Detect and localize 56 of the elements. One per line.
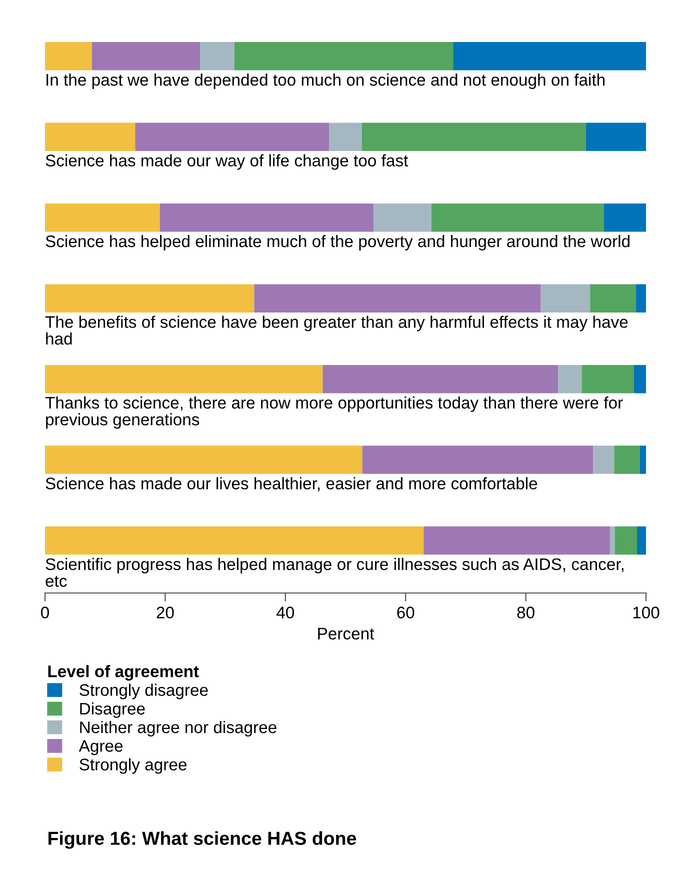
x-axis-title: Percent bbox=[318, 628, 374, 640]
bar bbox=[586, 122, 646, 152]
bar bbox=[45, 42, 92, 70]
bar bbox=[329, 122, 362, 152]
bar bbox=[200, 42, 234, 70]
bar bbox=[45, 364, 323, 394]
bar bbox=[45, 526, 424, 555]
bar bbox=[135, 122, 330, 152]
y-tick-label: Scientific progress has helped manage or cure illnesses such as AIDS, cancer, etc bbox=[46, 558, 624, 587]
legend-title: Level of agreement bbox=[48, 665, 199, 681]
x-tick-label: 60 bbox=[397, 606, 414, 618]
y-tick-label: Science has made our way of life change too fast bbox=[46, 154, 408, 170]
bar bbox=[45, 122, 136, 152]
bar bbox=[45, 446, 362, 474]
bar bbox=[374, 203, 432, 232]
bar bbox=[322, 364, 558, 394]
y-tick-label: Science has made our lives healthier, easier and more comfortable bbox=[46, 477, 538, 492]
bar bbox=[45, 284, 254, 312]
bar bbox=[614, 526, 637, 555]
bar bbox=[636, 284, 646, 312]
bar bbox=[640, 446, 646, 474]
legend-label: Strongly disagree bbox=[80, 684, 208, 700]
legend-label: Strongly agree bbox=[80, 758, 186, 774]
bar bbox=[362, 122, 586, 152]
bar bbox=[604, 203, 646, 232]
bar bbox=[160, 203, 374, 232]
text: Figure 16: What science HAS done bbox=[48, 831, 356, 849]
x-tick-label: 0 bbox=[41, 606, 49, 618]
bar bbox=[610, 526, 615, 555]
y-tick-label: The benefits of science have been greater than any harmful effects it may have had bbox=[45, 316, 628, 345]
bar bbox=[636, 526, 646, 555]
y-tick-label: Science has helped eliminate much of the poverty and hunger around the world bbox=[46, 234, 630, 250]
bar bbox=[558, 364, 582, 394]
legend-label: Agree bbox=[78, 740, 123, 756]
bar bbox=[254, 284, 541, 312]
bar bbox=[540, 284, 590, 312]
bar bbox=[634, 364, 646, 394]
bar bbox=[582, 364, 634, 394]
bar bbox=[453, 42, 646, 70]
x-tick-label: 80 bbox=[517, 606, 534, 618]
x-tick-label: 20 bbox=[156, 606, 174, 618]
bar bbox=[92, 42, 200, 70]
bar bbox=[234, 42, 454, 70]
legend-label: Disagree bbox=[80, 702, 145, 718]
bar bbox=[45, 203, 160, 232]
bar bbox=[614, 446, 640, 474]
bar bbox=[590, 284, 636, 312]
bar bbox=[431, 203, 604, 232]
y-tick-label: In the past we have depended too much on science and not enough on faith bbox=[46, 74, 605, 90]
x-tick-label: 100 bbox=[633, 606, 660, 618]
bar bbox=[593, 446, 614, 474]
x-tick-label: 40 bbox=[276, 606, 294, 618]
bar bbox=[362, 446, 594, 474]
y-tick-label: Thanks to science, there are now more opportunities today than there were for previous generations bbox=[45, 396, 623, 429]
bar bbox=[424, 526, 610, 555]
legend-label: Neither agree nor disagree bbox=[80, 720, 276, 737]
